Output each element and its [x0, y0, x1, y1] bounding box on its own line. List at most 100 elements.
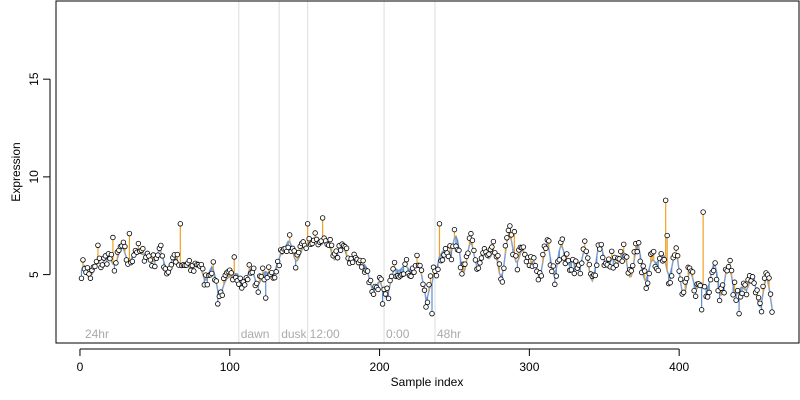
data-point [435, 266, 441, 273]
data-point [303, 245, 309, 251]
data-point [465, 250, 471, 256]
data-point [228, 270, 234, 276]
data-point [147, 257, 154, 263]
data-point [400, 271, 407, 277]
data-point [568, 267, 575, 273]
data-point [766, 275, 772, 281]
data-point [477, 260, 483, 266]
data-point [505, 227, 512, 234]
data-point [618, 248, 624, 255]
data-point [312, 230, 318, 236]
data-point [306, 236, 312, 242]
data-point [630, 262, 636, 269]
data-point [598, 241, 604, 248]
data-point [514, 266, 521, 273]
annotation-label: 12:00 [310, 327, 340, 341]
data-point [743, 291, 750, 298]
data-point [520, 244, 527, 250]
data-point [733, 297, 739, 303]
data-point [382, 291, 389, 297]
data-point [379, 301, 386, 307]
data-point [246, 262, 252, 268]
annotation-layer: 24hr dawn dusk 12:00 0:00 48hr [85, 1, 461, 343]
data-point [210, 259, 216, 265]
x-axis-title: Sample index [391, 375, 464, 389]
data-point [673, 245, 679, 251]
plot-frame [55, 0, 800, 344]
x-tick-label: 400 [669, 360, 689, 374]
data-point [640, 263, 646, 269]
data-point [758, 309, 765, 315]
annotation-label: dusk [281, 327, 307, 341]
data-point [680, 289, 687, 296]
data-point [433, 272, 440, 279]
data-point [495, 252, 501, 259]
data-point [502, 243, 509, 249]
data-point [286, 232, 293, 238]
data-point [704, 294, 711, 300]
data-point [721, 290, 727, 296]
data-point [734, 287, 741, 294]
data-point [606, 256, 612, 262]
data-point [319, 215, 326, 221]
data-point [93, 258, 100, 265]
data-point [701, 284, 708, 290]
data-point [674, 253, 681, 259]
data-point [531, 255, 537, 261]
data-point [251, 265, 257, 272]
data-point [739, 290, 745, 297]
data-point [755, 294, 762, 301]
data-point [507, 223, 513, 229]
data-point [504, 235, 510, 241]
data-point [78, 275, 85, 282]
data-point [624, 254, 630, 260]
data-point [343, 245, 350, 252]
data-point [538, 273, 545, 279]
data-point [92, 263, 98, 270]
data-point [713, 276, 720, 283]
data-point [333, 248, 339, 254]
data-point [553, 273, 560, 279]
data-point [334, 255, 341, 261]
data-point [731, 279, 738, 285]
data-point [456, 247, 462, 254]
data-point [710, 267, 717, 274]
data-point [135, 240, 142, 247]
data-point [304, 221, 311, 227]
data-point [689, 269, 696, 275]
data-point [219, 292, 225, 298]
data-point [451, 226, 458, 233]
fit-layer [80, 233, 773, 309]
data-point [186, 257, 193, 264]
data-point [486, 251, 492, 257]
data-point [634, 248, 640, 255]
data-point [295, 249, 302, 256]
data-point [421, 287, 428, 293]
data-point [459, 271, 465, 277]
data-point [254, 280, 260, 287]
data-point [457, 264, 464, 271]
data-point [260, 265, 266, 271]
data-point [540, 251, 546, 258]
data-point [662, 197, 669, 204]
data-point [276, 262, 282, 269]
data-point [349, 259, 356, 266]
data-point [550, 263, 557, 269]
data-point [420, 281, 426, 288]
data-point [263, 295, 269, 301]
data-point [586, 261, 592, 268]
data-point [402, 261, 408, 267]
data-point [600, 254, 606, 261]
data-point [472, 257, 479, 263]
data-point [367, 277, 374, 284]
data-point [272, 274, 278, 281]
data-point [390, 266, 396, 272]
data-point [767, 291, 774, 297]
data-point [556, 257, 563, 263]
data-point [513, 253, 519, 259]
x-tick-label: 100 [220, 360, 240, 374]
fit-line [80, 233, 773, 309]
data-point [215, 301, 221, 307]
data-point [478, 255, 485, 261]
